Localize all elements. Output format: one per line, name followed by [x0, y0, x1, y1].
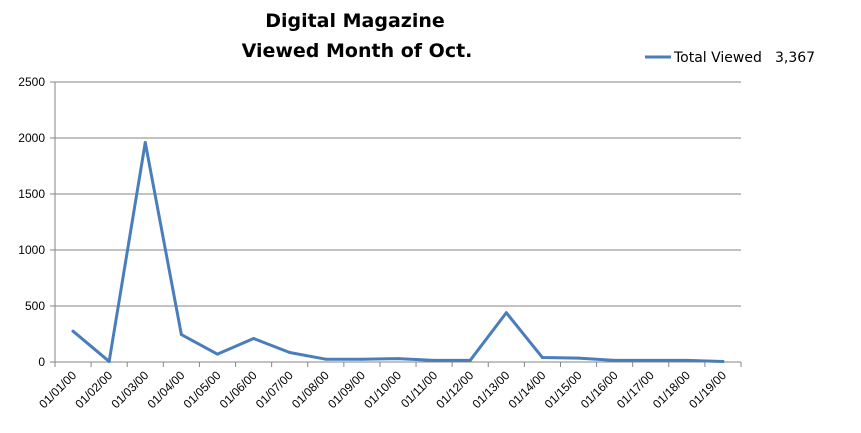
x-tick-label: 01/05/00	[181, 368, 224, 411]
axes	[50, 81, 742, 367]
x-tick-label: 01/10/00	[361, 368, 404, 411]
series-line-total-viewed	[71, 140, 725, 363]
chart-title-line-1: Digital Magazine	[265, 10, 445, 32]
legend-series-name: Total Viewed	[673, 50, 762, 66]
data-point	[179, 333, 183, 337]
x-tick-label: 01/17/00	[614, 368, 657, 411]
x-tick-label: 01/04/00	[145, 368, 188, 411]
x-tick-labels: 01/01/0001/02/0001/03/0001/04/0001/05/00…	[36, 368, 729, 411]
x-tick-label: 01/15/00	[542, 368, 585, 411]
series	[71, 140, 725, 363]
y-tick-label: 2500	[18, 75, 45, 89]
data-point	[324, 357, 328, 361]
x-tick-label: 01/12/00	[433, 368, 476, 411]
data-point	[613, 358, 617, 362]
y-tick-label: 1500	[18, 187, 45, 201]
data-point	[468, 358, 472, 362]
x-tick-label: 01/01/00	[36, 368, 79, 411]
x-tick-label: 01/02/00	[72, 368, 115, 411]
x-tick-label: 01/07/00	[253, 368, 296, 411]
data-point	[649, 358, 653, 362]
data-point	[504, 311, 508, 315]
chart-title-line-2: Viewed Month of Oct.	[242, 40, 473, 62]
x-tick-label: 01/13/00	[470, 368, 513, 411]
data-point	[396, 357, 400, 361]
x-tick-label: 01/06/00	[217, 368, 260, 411]
y-tick-label: 0	[38, 355, 45, 369]
x-tick-label: 01/03/00	[108, 368, 151, 411]
y-tick-label: 2000	[18, 131, 45, 145]
data-point	[71, 329, 75, 333]
data-point	[107, 359, 111, 363]
data-point	[288, 350, 292, 354]
data-point	[360, 357, 364, 361]
x-tick-label: 01/14/00	[506, 368, 549, 411]
legend: Total Viewed 3,367	[645, 50, 815, 66]
grid-lines	[55, 81, 741, 307]
data-point	[540, 356, 544, 360]
y-tick-labels: 0 500 1000 1500 2000 2500	[18, 75, 45, 369]
data-point	[215, 352, 219, 356]
data-point	[143, 140, 147, 144]
x-tick-label: 01/19/00	[686, 368, 729, 411]
x-tick-label: 01/18/00	[650, 368, 693, 411]
data-point	[721, 359, 725, 363]
x-tick-label: 01/16/00	[578, 368, 621, 411]
x-tick-label: 01/11/00	[398, 368, 441, 411]
y-tick-label: 1000	[18, 243, 45, 257]
data-point	[252, 336, 256, 340]
data-point	[577, 356, 581, 360]
x-tick-label: 01/09/00	[325, 368, 368, 411]
x-tick-label: 01/08/00	[289, 368, 332, 411]
legend-series-total: 3,367	[775, 50, 815, 66]
data-point	[685, 358, 689, 362]
data-point	[432, 358, 436, 362]
y-tick-label: 500	[25, 299, 45, 313]
